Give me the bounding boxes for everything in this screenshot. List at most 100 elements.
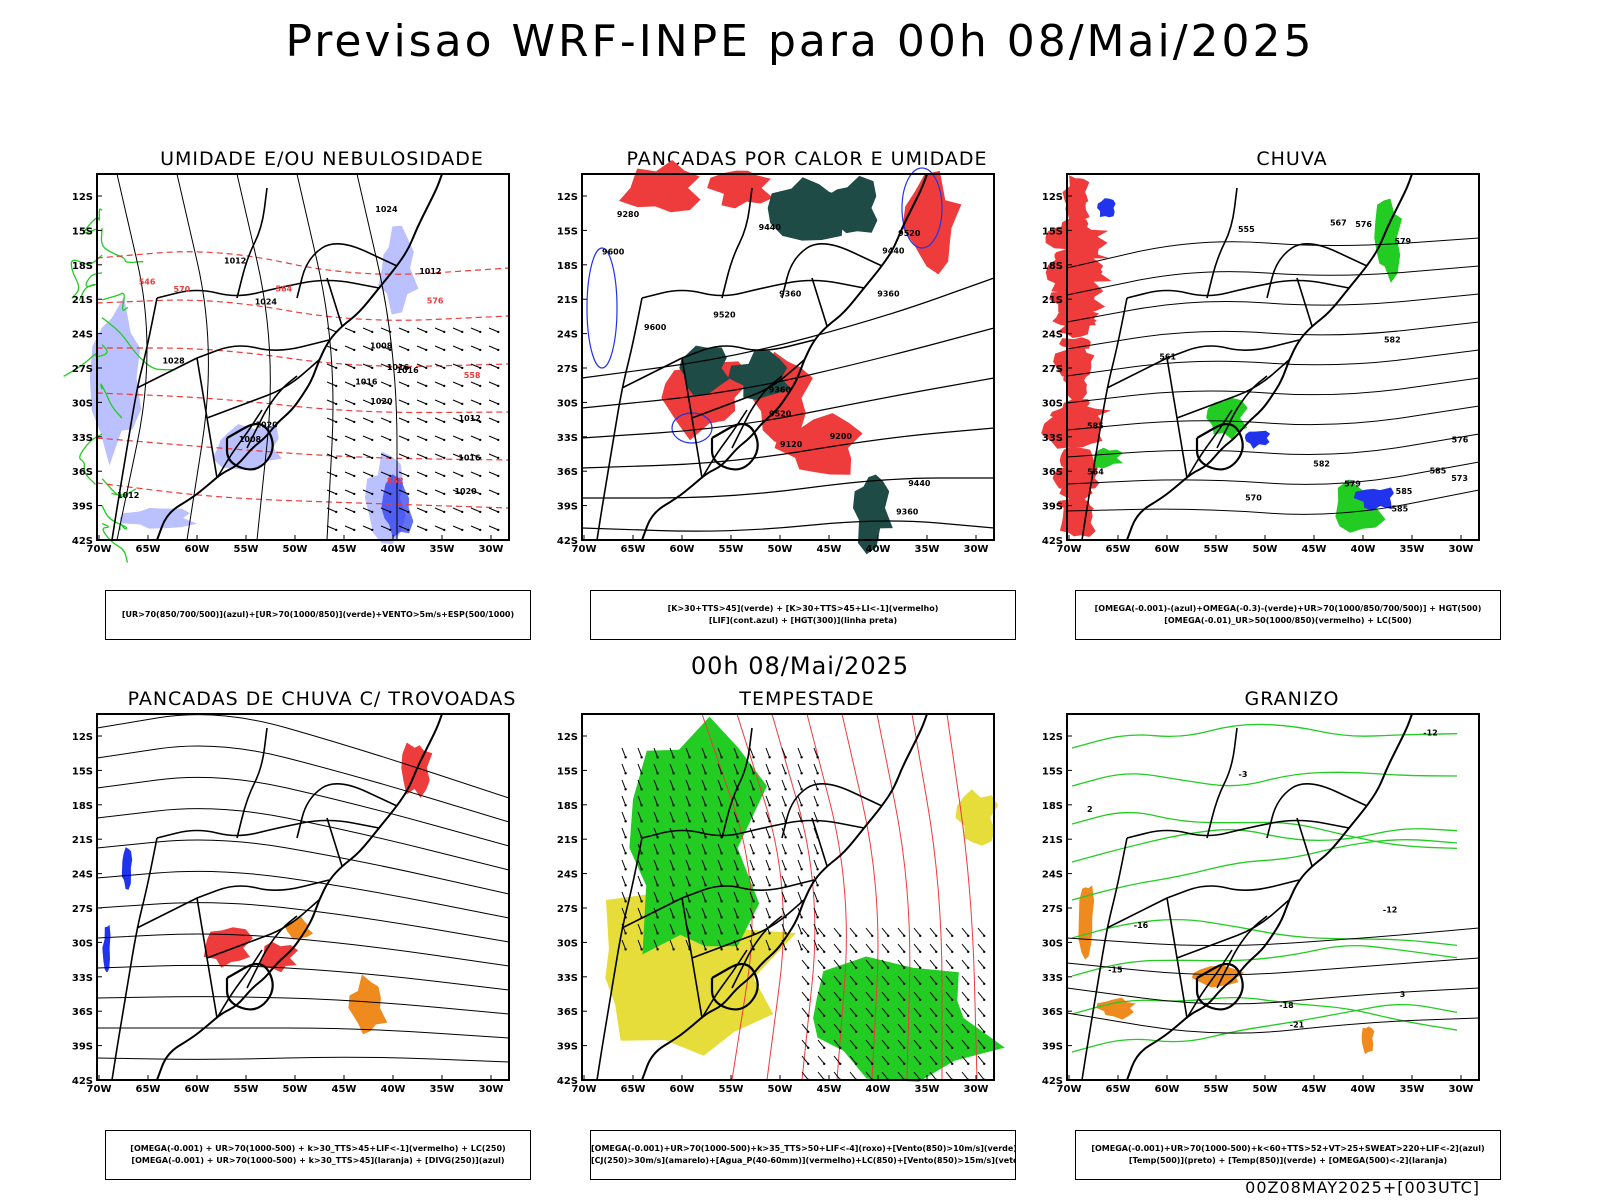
map-chuva: 585 585 585 582 579 576 582 579 576 573 570 567 564 5… <box>1041 173 1480 555</box>
wind-vector-head <box>425 456 428 460</box>
wind-vector-head <box>425 474 428 478</box>
wind-vector-head <box>443 420 446 424</box>
wind-vector-head <box>497 420 500 424</box>
lat-tick-label: 42S <box>557 536 578 547</box>
wind-vector <box>897 927 905 937</box>
omega-strong-area <box>1094 447 1124 469</box>
thunderstorm-area <box>258 941 299 973</box>
wind-vector-head <box>353 456 356 460</box>
wind-vector <box>961 927 969 937</box>
panel-title: PANCADAS POR CALOR E UMIDADE <box>626 148 988 170</box>
wind-vector <box>813 875 819 886</box>
wind-vector <box>849 991 857 1001</box>
wind-vector <box>733 763 739 774</box>
wind-vector <box>801 959 809 969</box>
wind-vector <box>865 1007 873 1017</box>
wind-vector-head <box>624 772 627 775</box>
wind-vector <box>865 943 873 953</box>
wind-vector-head <box>407 528 410 532</box>
wind-vector-head <box>768 804 771 807</box>
wind-vector-head <box>951 950 954 954</box>
wind-vector <box>849 975 857 985</box>
wind-vector <box>398 417 409 423</box>
wind-vector <box>434 489 445 495</box>
wind-vector <box>945 1071 953 1081</box>
wind-vector-head <box>353 384 356 388</box>
lat-tick-label: 39S <box>557 1042 578 1053</box>
wind-vector <box>701 763 707 774</box>
wind-vector <box>801 1039 809 1049</box>
streamline <box>96 996 510 1015</box>
wind-vector <box>470 453 481 459</box>
wind-vector <box>881 1039 889 1049</box>
wind-vector-head <box>461 384 464 388</box>
wind-vector <box>452 327 463 333</box>
wind-vector <box>733 875 739 886</box>
wind-vector-head <box>752 804 755 807</box>
wind-vector-head <box>704 900 707 903</box>
wind-vector-head <box>704 852 707 855</box>
wind-vector-head <box>335 528 338 532</box>
wind-vector-head <box>656 868 659 871</box>
lon-tick-label: 55W <box>719 544 744 555</box>
wind-vector-head <box>353 492 356 496</box>
wind-vector <box>416 363 427 369</box>
contour-label: 582 <box>1313 459 1330 468</box>
wind-vector <box>488 525 499 531</box>
wind-vector-head <box>461 438 464 442</box>
lat-tick-label: 24S <box>72 870 93 881</box>
wind-vector <box>669 811 675 822</box>
wind-vector-head <box>407 330 410 334</box>
wind-vector <box>380 399 391 405</box>
lat-tick-label: 18S <box>557 801 578 812</box>
lon-tick-label: 30W <box>1449 544 1474 555</box>
wind-vector <box>817 1007 825 1017</box>
lat-tick-label: 30S <box>557 398 578 409</box>
lat-tick-label: 36S <box>72 1007 93 1018</box>
wind-vector-head <box>389 420 392 424</box>
lat-tick-label: 21S <box>72 835 93 846</box>
wind-vector-head <box>371 348 374 352</box>
wind-vector <box>653 827 659 838</box>
wind-vector <box>881 1023 889 1033</box>
wind-vector-head <box>736 884 739 887</box>
temp850-contour <box>1071 771 1458 787</box>
legend-line: [OMEGA(-0.001) + UR>70(1000-500) + k>30_… <box>130 1144 506 1153</box>
wind-vector <box>621 747 627 758</box>
map-granizo: 2 3 -15 -12 -21 -18 -16 -12 -3 12S 15S 18S 21S 24S 27… <box>1042 713 1480 1095</box>
wind-vector-head <box>800 804 803 807</box>
wind-vector-head <box>640 788 643 791</box>
wind-vector <box>701 859 707 870</box>
wind-vector-head <box>704 836 707 839</box>
wind-vector-head <box>983 950 986 954</box>
legend-box: [UR>70(850/700/500)](azul)+[UR>70(1000/8… <box>105 590 531 640</box>
lon-tick-label: 50W <box>768 1084 793 1095</box>
wind-vector <box>701 795 707 806</box>
wind-vector <box>685 811 691 822</box>
wind-vector-head <box>461 510 464 514</box>
wind-vector <box>653 891 659 902</box>
lat-tick-label: 33S <box>557 433 578 444</box>
omega-weak-area <box>1097 198 1116 218</box>
divergence-area <box>121 847 133 890</box>
hgt500-contour <box>1066 265 1480 296</box>
wind-vector <box>765 779 771 790</box>
wind-vector <box>749 795 755 806</box>
wind-vector <box>749 891 755 902</box>
wind-vector-head <box>479 348 482 352</box>
wind-vector <box>801 1071 809 1081</box>
wind-vector <box>344 471 355 477</box>
wind-vector <box>797 779 803 790</box>
wind-vector <box>881 1071 889 1081</box>
lat-tick-label: 27S <box>557 904 578 915</box>
thickness-contour <box>97 347 510 367</box>
wind-vector-head <box>823 982 826 986</box>
wind-vector-head <box>807 966 810 970</box>
humidity-lower-contour <box>100 383 123 419</box>
wind-vector-head <box>816 868 819 871</box>
wind-vector-head <box>871 1046 874 1050</box>
wind-vector-head <box>784 900 787 903</box>
wind-vector-head <box>800 932 803 935</box>
wind-vector <box>849 1071 857 1081</box>
wind-vector-head <box>640 804 643 807</box>
